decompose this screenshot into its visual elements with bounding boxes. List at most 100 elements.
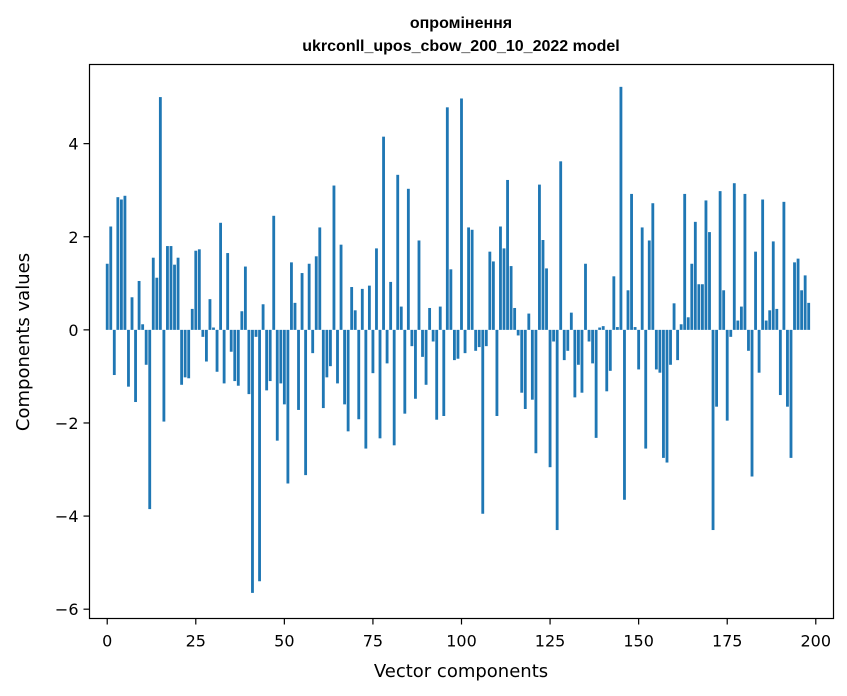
bar-47	[272, 215, 276, 330]
bar-125	[548, 329, 552, 468]
bar-189	[775, 308, 779, 330]
x-tick-label: 75	[363, 632, 383, 651]
bar-36	[233, 329, 237, 382]
bar-182	[750, 329, 754, 477]
bar-57	[307, 263, 311, 330]
bar-194	[793, 262, 796, 330]
bar-6	[127, 329, 130, 387]
bar-75	[371, 329, 375, 374]
bar-11	[144, 329, 148, 365]
bar-40	[247, 329, 251, 395]
bar-100	[460, 98, 463, 330]
bar-44	[261, 304, 265, 330]
bar-22	[183, 329, 187, 378]
bar-154	[651, 203, 655, 330]
bar-192	[786, 329, 789, 407]
bar-198	[807, 302, 811, 330]
bar-10	[141, 324, 145, 330]
y-tick-label: 4	[68, 135, 78, 154]
bar-147	[626, 290, 630, 330]
bar-112	[502, 248, 506, 330]
bar-102	[467, 227, 470, 330]
bar-17	[166, 246, 169, 330]
bar-81	[392, 329, 396, 446]
bar-89	[421, 329, 424, 357]
bar-151	[640, 227, 644, 330]
bar-170	[708, 232, 711, 330]
bar-21	[180, 329, 184, 385]
bar-195	[796, 258, 800, 330]
bar-167	[697, 284, 701, 330]
bar-159	[669, 329, 672, 365]
bar-145	[619, 86, 623, 330]
bar-165	[690, 263, 694, 330]
bar-20	[176, 257, 180, 330]
bar-183	[754, 251, 757, 330]
bar-64	[332, 185, 336, 330]
bar-25	[194, 250, 198, 330]
bar-169	[704, 200, 708, 330]
bar-107	[484, 329, 488, 347]
bar-146	[623, 329, 626, 500]
bar-158	[665, 329, 669, 463]
plot-frame	[88, 63, 835, 620]
bar-143	[612, 276, 616, 330]
bar-43	[258, 329, 261, 582]
bar-93	[435, 329, 439, 420]
x-axis-ticks: 0 25 50 75 100 125 150 175 200	[102, 618, 831, 651]
bar-38	[240, 311, 244, 330]
bar-140	[601, 326, 605, 330]
bar-98	[453, 329, 456, 361]
bar-13	[151, 257, 155, 330]
bar-139	[598, 327, 602, 330]
bar-79	[385, 329, 389, 364]
bar-150	[637, 329, 641, 370]
bar-70	[353, 310, 357, 330]
x-tick-label: 100	[446, 632, 477, 651]
bar-138	[594, 329, 598, 438]
bar-190	[778, 329, 782, 396]
bar-2	[112, 329, 116, 376]
bar-123	[541, 240, 545, 330]
bar-5	[123, 195, 127, 330]
bar-95	[442, 329, 446, 416]
bar-45	[265, 329, 269, 391]
bar-157	[662, 329, 665, 458]
bar-155	[654, 329, 658, 370]
bar-67	[343, 329, 346, 405]
x-tick-label: 25	[186, 632, 206, 651]
bar-72	[360, 288, 364, 330]
bar-156	[658, 329, 662, 373]
bar-66	[339, 244, 343, 330]
bar-103	[470, 229, 474, 330]
bar-12	[148, 329, 152, 510]
bar-142	[608, 329, 612, 371]
bar-130	[566, 329, 570, 351]
bar-30	[212, 327, 215, 330]
bar-31	[215, 329, 219, 372]
bar-113	[506, 179, 509, 330]
bar-168	[701, 284, 704, 330]
bar-99	[456, 329, 460, 359]
bars-group	[105, 86, 811, 593]
bar-41	[251, 329, 254, 593]
bar-23	[187, 329, 191, 379]
bar-193	[789, 329, 793, 458]
bar-121	[534, 329, 538, 454]
bar-35	[229, 329, 233, 352]
bar-110	[495, 329, 499, 416]
bar-97	[449, 269, 453, 330]
bar-65	[336, 329, 339, 384]
bar-88	[417, 240, 421, 330]
bar-55	[300, 273, 304, 330]
bar-37	[236, 329, 240, 386]
bar-152	[644, 329, 648, 449]
bar-71	[357, 329, 361, 420]
bar-8	[134, 329, 137, 403]
bar-73	[364, 329, 368, 449]
bar-115	[513, 307, 517, 330]
bar-144	[615, 327, 619, 330]
bar-177	[732, 183, 736, 330]
bar-29	[208, 299, 212, 330]
